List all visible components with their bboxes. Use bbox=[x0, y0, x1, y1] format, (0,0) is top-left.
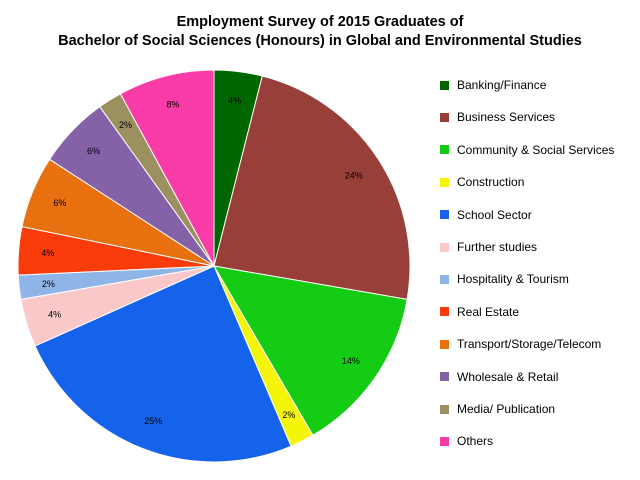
pie-slice-school-sector bbox=[34, 265, 292, 463]
legend-swatch bbox=[440, 404, 449, 414]
pie-data-label-transport-storage-telecom: 6% bbox=[53, 198, 66, 208]
legend-label: Hospitality & Tourism bbox=[457, 272, 569, 287]
pie-slice-community-social-services bbox=[213, 265, 408, 436]
legend-item-others: Others bbox=[440, 433, 493, 449]
legend-label: Wholesale & Retail bbox=[457, 369, 559, 384]
legend-item-banking-finance: Banking/Finance bbox=[440, 77, 546, 93]
legend-swatch bbox=[440, 80, 449, 90]
pie-data-label-community-social-services: 14% bbox=[342, 356, 360, 366]
legend-label: Others bbox=[457, 434, 494, 449]
pie-data-label-construction: 2% bbox=[282, 410, 295, 420]
pie-slice-others bbox=[119, 69, 215, 267]
chart-subtitle: Bachelor of Social Sciences (Honours) in… bbox=[58, 33, 582, 49]
pie-slice-business-services bbox=[213, 75, 411, 300]
legend-swatch bbox=[440, 210, 449, 220]
pie-data-label-hospitality-tourism: 2% bbox=[42, 279, 55, 289]
pie-data-label-media-publication: 2% bbox=[119, 120, 132, 130]
pie-data-label-banking-finance: 4% bbox=[228, 96, 241, 106]
pie-data-label-school-sector: 25% bbox=[144, 416, 162, 426]
legend-swatch bbox=[440, 372, 449, 382]
legend-item-hospitality-tourism: Hospitality & Tourism bbox=[440, 271, 569, 287]
legend-label: Construction bbox=[457, 175, 525, 190]
legend-item-construction: Construction bbox=[440, 174, 524, 190]
legend-label: Transport/Storage/Telecom bbox=[457, 337, 602, 352]
legend-label: Community & Social Services bbox=[457, 142, 615, 157]
legend-swatch bbox=[440, 274, 449, 284]
legend-label: Business Services bbox=[457, 110, 556, 125]
legend-item-wholesale-retail: Wholesale & Retail bbox=[440, 369, 558, 385]
legend-swatch bbox=[440, 242, 449, 252]
legend-item-school-sector: School Sector bbox=[440, 207, 532, 223]
legend-item-community-social-services: Community & Social Services bbox=[440, 142, 614, 158]
legend-swatch bbox=[440, 177, 449, 187]
pie-data-label-real-estate: 4% bbox=[41, 248, 54, 258]
legend-label: School Sector bbox=[457, 207, 532, 222]
chart-title: Employment Survey of 2015 Graduates of bbox=[176, 14, 464, 30]
legend-item-media-publication: Media/ Publication bbox=[440, 401, 555, 417]
legend-item-further-studies: Further studies bbox=[440, 239, 537, 255]
legend-label: Media/ Publication bbox=[457, 402, 556, 416]
legend-swatch bbox=[440, 339, 449, 349]
legend-label: Banking/Finance bbox=[457, 78, 547, 92]
pie-data-label-further-studies: 4% bbox=[48, 310, 61, 320]
legend-swatch bbox=[440, 436, 449, 446]
legend-label: Real Estate bbox=[457, 304, 520, 319]
pie-data-label-business-services: 24% bbox=[345, 170, 363, 180]
legend-swatch bbox=[440, 145, 449, 155]
legend-swatch bbox=[440, 112, 449, 122]
legend-item-real-estate: Real Estate bbox=[440, 304, 519, 320]
pie-data-label-others: 8% bbox=[166, 100, 179, 110]
legend-item-business-services: Business Services bbox=[440, 109, 555, 125]
legend-swatch bbox=[440, 307, 449, 317]
legend-item-transport-storage-telecom: Transport/Storage/Telecom bbox=[440, 336, 601, 352]
legend-label: Further studies bbox=[457, 240, 538, 254]
pie-data-label-wholesale-retail: 6% bbox=[87, 146, 100, 156]
